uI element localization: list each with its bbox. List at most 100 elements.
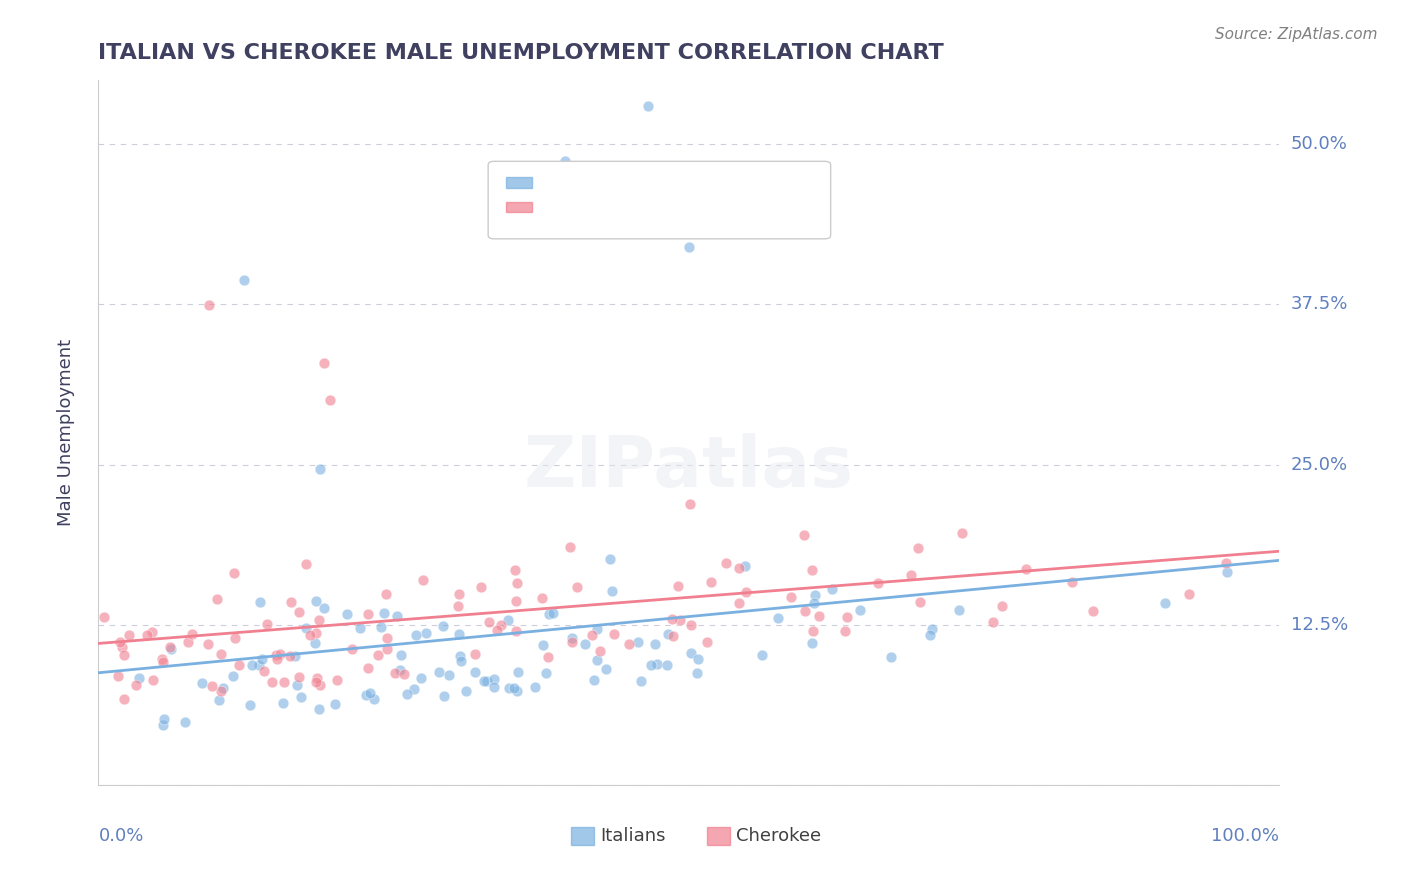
Point bbox=[808, 609, 831, 624]
Point bbox=[599, 551, 621, 566]
Bar bbox=[571, 827, 595, 845]
Point bbox=[198, 297, 221, 311]
Point bbox=[107, 669, 129, 683]
Point bbox=[700, 574, 723, 589]
Point bbox=[359, 686, 381, 700]
Point bbox=[449, 587, 471, 601]
Point bbox=[433, 689, 456, 703]
Point bbox=[125, 678, 148, 692]
Text: Source: ZipAtlas.com: Source: ZipAtlas.com bbox=[1215, 27, 1378, 42]
Point bbox=[152, 717, 174, 731]
Point bbox=[141, 625, 163, 640]
Point bbox=[541, 607, 564, 621]
Bar bbox=[506, 178, 533, 187]
Point bbox=[280, 595, 302, 609]
Point bbox=[595, 662, 617, 676]
Point bbox=[498, 681, 520, 696]
Point bbox=[681, 646, 703, 660]
Point bbox=[464, 647, 486, 661]
Point bbox=[801, 624, 824, 638]
Text: 50.0%: 50.0% bbox=[1291, 136, 1347, 153]
Point bbox=[835, 609, 858, 624]
Point bbox=[503, 562, 526, 576]
Point bbox=[112, 648, 135, 662]
Point bbox=[489, 617, 512, 632]
Point bbox=[848, 603, 870, 617]
Point bbox=[1215, 556, 1237, 570]
Point bbox=[1216, 565, 1239, 579]
Point bbox=[804, 588, 827, 602]
Point bbox=[135, 628, 157, 642]
Text: R =: R = bbox=[544, 198, 581, 216]
Point bbox=[589, 644, 612, 658]
Point bbox=[734, 585, 756, 599]
Point bbox=[93, 610, 115, 624]
Point bbox=[668, 613, 690, 627]
Point bbox=[287, 605, 309, 619]
Point bbox=[879, 649, 901, 664]
Point bbox=[285, 678, 308, 692]
Point bbox=[247, 658, 270, 673]
Point bbox=[666, 579, 689, 593]
Point bbox=[308, 678, 330, 692]
Point bbox=[404, 681, 426, 696]
Point bbox=[478, 615, 501, 630]
Point bbox=[388, 663, 411, 677]
Point bbox=[523, 680, 546, 694]
Point bbox=[260, 674, 283, 689]
Point bbox=[363, 692, 385, 706]
Point bbox=[197, 637, 219, 651]
Point bbox=[305, 626, 328, 640]
Point bbox=[714, 556, 737, 570]
Text: 37.5%: 37.5% bbox=[1291, 295, 1348, 313]
Point bbox=[224, 566, 246, 581]
Point bbox=[505, 594, 527, 608]
Point bbox=[644, 637, 666, 651]
Point bbox=[560, 540, 582, 554]
Point bbox=[264, 648, 287, 663]
Point bbox=[505, 624, 527, 638]
Point bbox=[506, 576, 529, 591]
Point bbox=[208, 693, 231, 707]
Point bbox=[209, 647, 232, 661]
Point bbox=[531, 638, 554, 652]
Point bbox=[412, 573, 434, 587]
Point bbox=[766, 610, 789, 624]
Point bbox=[266, 652, 288, 666]
Point bbox=[271, 696, 294, 710]
Point bbox=[948, 603, 970, 617]
Text: 0.250: 0.250 bbox=[586, 198, 638, 216]
Point bbox=[484, 673, 506, 687]
Point bbox=[319, 393, 342, 408]
Point bbox=[336, 607, 359, 622]
Point bbox=[464, 665, 486, 679]
Point bbox=[456, 684, 478, 698]
Point bbox=[627, 635, 650, 649]
Point bbox=[374, 587, 396, 601]
Point bbox=[118, 628, 141, 642]
Point bbox=[142, 673, 165, 687]
Point bbox=[530, 591, 553, 606]
Point bbox=[538, 607, 561, 622]
Point bbox=[209, 684, 232, 698]
Point bbox=[801, 563, 824, 577]
Point bbox=[793, 527, 815, 541]
Point bbox=[503, 681, 526, 695]
Point bbox=[603, 626, 626, 640]
Text: 25.0%: 25.0% bbox=[1291, 456, 1348, 474]
Point bbox=[900, 567, 922, 582]
Point bbox=[432, 619, 454, 633]
Point bbox=[920, 628, 942, 642]
Point bbox=[983, 615, 1005, 629]
Point bbox=[637, 99, 659, 113]
Point bbox=[375, 642, 398, 657]
Point bbox=[367, 648, 389, 662]
Point bbox=[688, 652, 710, 666]
Point bbox=[309, 462, 332, 476]
Point bbox=[128, 671, 150, 685]
Point bbox=[340, 641, 363, 656]
Point bbox=[581, 628, 603, 642]
Point bbox=[228, 657, 250, 672]
Point bbox=[486, 624, 509, 638]
Point bbox=[907, 541, 929, 555]
